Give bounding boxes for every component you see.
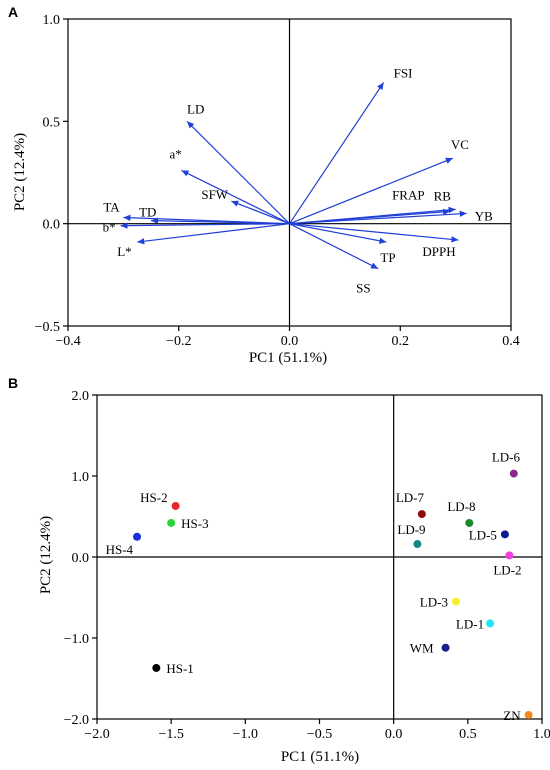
loading-vector-td xyxy=(151,217,290,225)
score-point-ld-9 xyxy=(413,540,422,549)
loading-label-td: TD xyxy=(139,205,156,220)
score-point-ld-8 xyxy=(465,518,474,527)
score-label-ld-9: LD-9 xyxy=(397,522,425,537)
panel-b: B −2.0 −1.5 −1.0 −0.5 0.0 0.5 1.0 −2.0 −1.0 0.0 1.… xyxy=(8,375,550,765)
loading-label-rb: RB xyxy=(434,188,452,203)
loading-label-tp: TP xyxy=(380,250,395,265)
loading-vector-vc xyxy=(289,157,454,225)
loading-vector-fsi xyxy=(289,82,385,224)
panel-b-y-axis-label: PC2 (12.4%) xyxy=(38,516,54,594)
panel-a: A −0.4 −0.2 0.0 0.2 0.4 −0.5 0.0 0.5 1.0 FSI LD a*… xyxy=(8,4,520,366)
panel-b-x-tick-label: −1.5 xyxy=(158,727,183,742)
score-label-ld-1: LD-1 xyxy=(456,616,484,631)
loading-vector-b-star xyxy=(120,222,290,229)
panel-a-vectors: FSI LD a* VC FRAP RB YB DPPH TP SS SFW TA TD b*L* xyxy=(103,65,493,295)
score-point-ld-6 xyxy=(509,469,518,478)
loading-label-ta: TA xyxy=(103,200,120,215)
panel-a-y-tick-label: 1.0 xyxy=(43,13,61,28)
score-label-hs-1: HS-1 xyxy=(166,661,193,676)
panel-a-x-tick-label: 0.0 xyxy=(281,334,299,349)
score-point-hs-4 xyxy=(133,532,142,541)
panel-b-x-tick-label: 0.5 xyxy=(459,727,477,742)
loading-label-a-star: a* xyxy=(170,146,182,161)
panel-a-x-tick-label: 0.2 xyxy=(392,334,410,349)
panel-a-x-tick-label: 0.4 xyxy=(502,334,520,349)
panel-b-x-tick-label: 1.0 xyxy=(533,727,550,742)
score-label-hs-4: HS-4 xyxy=(106,542,134,557)
score-point-zn xyxy=(524,710,533,719)
loading-vector-rb xyxy=(289,206,456,225)
loading-label-l-star: L* xyxy=(117,244,131,259)
score-point-wm xyxy=(441,643,450,652)
loading-label-vc: VC xyxy=(451,137,469,152)
panel-a-y-tick-label: −0.5 xyxy=(35,320,60,335)
panel-b-y-tick-label: −1.0 xyxy=(64,632,89,647)
panel-b-x-tick-label: −1.0 xyxy=(233,727,258,742)
panel-b-x-axis-label: PC1 (51.1%) xyxy=(281,749,359,765)
loading-vector-tp xyxy=(289,223,387,244)
loading-label-ss: SS xyxy=(356,281,370,296)
panel-b-y-tick-label: 1.0 xyxy=(72,470,90,485)
score-point-ld-1 xyxy=(486,619,495,628)
panel-b-y-tick-label: −2.0 xyxy=(64,713,89,728)
panel-b-points: HS-1 HS-2 HS-3 HS-4 LD-1 LD-2 LD-3 LD-5 LD-6 LD-7… xyxy=(106,450,533,723)
panel-a-y-axis-label: PC2 (12.4%) xyxy=(12,133,28,211)
score-point-ld-5 xyxy=(500,530,509,539)
loading-label-frap: FRAP xyxy=(392,187,425,202)
panel-a-label: A xyxy=(8,4,18,20)
loading-label-sfw: SFW xyxy=(201,187,228,202)
score-label-ld-8: LD-8 xyxy=(447,499,475,514)
panel-b-x-tick-label: 0.0 xyxy=(385,727,403,742)
panel-a-x-tick-label: −0.4 xyxy=(55,334,80,349)
loading-label-fsi: FSI xyxy=(394,65,413,80)
score-point-hs-2 xyxy=(171,501,180,510)
panel-b-label: B xyxy=(8,375,18,391)
loading-label-b-star: b* xyxy=(103,220,116,235)
panel-b-y-tick-label: 2.0 xyxy=(72,389,90,404)
loading-vector-l-star xyxy=(137,223,290,245)
loading-label-ld: LD xyxy=(187,101,204,116)
score-label-hs-2: HS-2 xyxy=(140,490,167,505)
loading-vector-a-star xyxy=(181,169,290,225)
panel-a-y-tick-label: 0.5 xyxy=(43,115,61,130)
score-label-wm: WM xyxy=(410,641,434,656)
score-point-ld-2 xyxy=(505,551,514,560)
panel-b-x-tick-label: −2.0 xyxy=(84,727,109,742)
panel-b-y-tick-label: 0.0 xyxy=(72,551,90,566)
loading-vector-dpph xyxy=(289,223,459,243)
panel-a-x-axis-label: PC1 (51.1%) xyxy=(249,350,327,366)
score-label-ld-5: LD-5 xyxy=(469,527,497,542)
panel-b-x-tick-label: −0.5 xyxy=(307,727,332,742)
panel-b-axes: −2.0 −1.5 −1.0 −0.5 0.0 0.5 1.0 −2.0 −1.0 0.0 1.0 2… xyxy=(64,389,550,742)
panel-a-axes: −0.4 −0.2 0.0 0.2 0.4 −0.5 0.0 0.5 1.0 xyxy=(35,13,520,349)
loading-label-dpph: DPPH xyxy=(422,244,455,259)
score-point-hs-3 xyxy=(167,518,176,527)
panel-a-y-tick-label: 0.0 xyxy=(43,218,61,233)
score-point-ld-7 xyxy=(417,510,426,519)
score-point-hs-1 xyxy=(152,663,161,672)
loading-vector-ld xyxy=(186,120,290,225)
score-label-ld-7: LD-7 xyxy=(396,490,425,505)
score-label-ld-2: LD-2 xyxy=(493,562,521,577)
score-label-hs-3: HS-3 xyxy=(181,516,208,531)
loading-vector-yb xyxy=(289,210,467,225)
loading-vector-sfw xyxy=(231,200,290,225)
loading-label-yb: YB xyxy=(475,208,493,223)
score-label-ld-3: LD-3 xyxy=(420,595,448,610)
score-label-zn: ZN xyxy=(503,708,521,723)
panel-a-x-tick-label: −0.2 xyxy=(166,334,191,349)
score-point-ld-3 xyxy=(451,597,460,606)
loading-vector-ss xyxy=(289,223,379,270)
score-label-ld-6: LD-6 xyxy=(492,450,521,465)
